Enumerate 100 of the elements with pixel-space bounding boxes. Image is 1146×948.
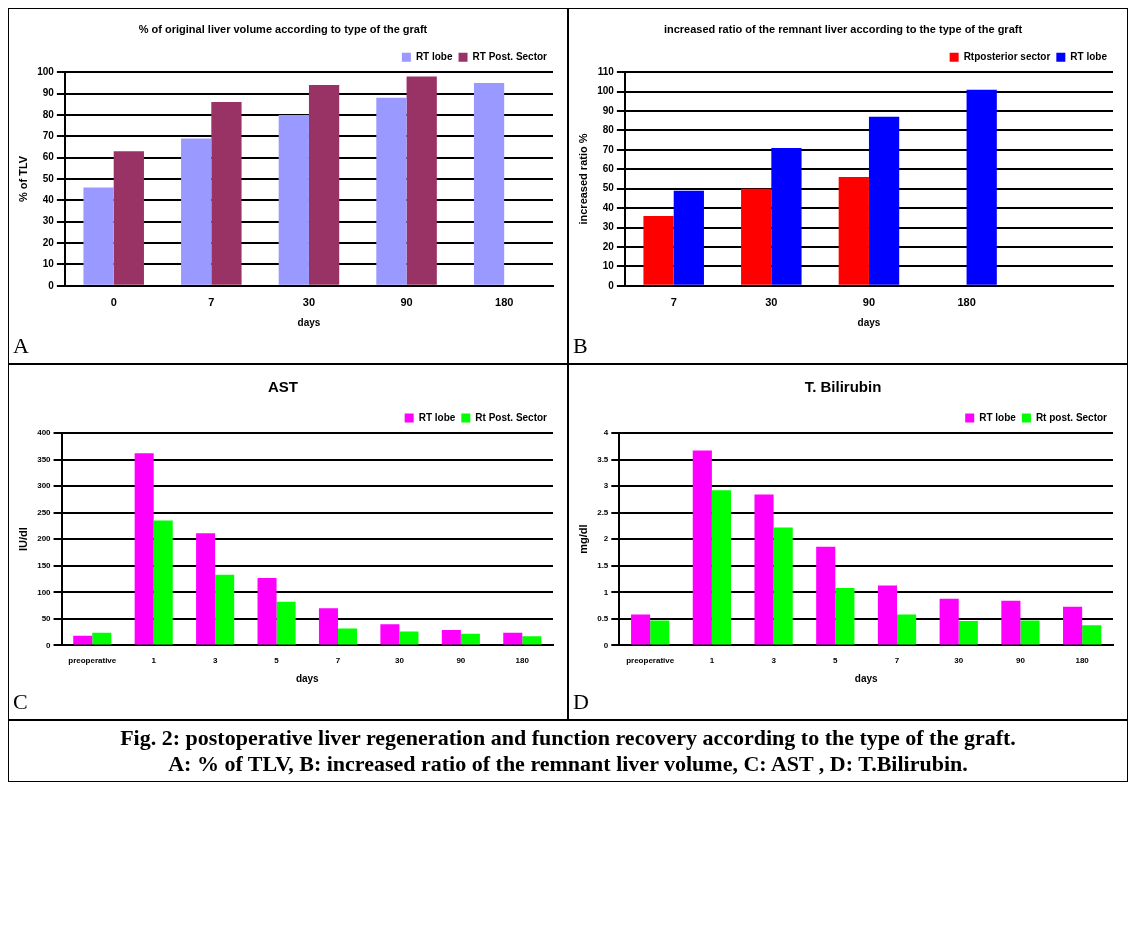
bar — [211, 102, 242, 285]
y-tick-label: 100 — [37, 65, 55, 77]
x-tick-label: 1 — [709, 656, 715, 666]
x-tick-label: 1 — [151, 656, 157, 666]
y-tick-label: 20 — [602, 240, 615, 252]
x-tick-label: 90 — [1015, 656, 1026, 666]
x-tick-label: 5 — [274, 656, 280, 666]
y-axis-title: % of TLV — [16, 155, 29, 203]
bar — [441, 630, 461, 645]
caption: Fig. 2: postoperative liver regeneration and function recovery according to the type of the graft. — [119, 725, 1017, 751]
y-tick-label: 70 — [42, 130, 55, 142]
y-tick-label: 2 — [603, 534, 609, 544]
bar — [308, 85, 340, 285]
y-tick-label: 350 — [37, 454, 52, 464]
x-tick-label: 3 — [212, 656, 218, 666]
bar — [966, 89, 997, 285]
x-tick-label: 180 — [515, 656, 530, 666]
bar — [257, 577, 277, 645]
y-tick-label: 3.5 — [597, 454, 609, 464]
bar — [337, 628, 358, 645]
bar — [134, 453, 154, 645]
legend-label: Rtposterior sector — [963, 50, 1051, 62]
y-tick-label: 30 — [602, 221, 615, 233]
y-tick-label: 50 — [602, 182, 615, 194]
bar — [278, 114, 309, 285]
text: C — [13, 689, 29, 715]
bar — [92, 632, 112, 645]
y-axis-title: mg/dl — [576, 524, 589, 554]
x-tick-label: 3 — [771, 656, 777, 666]
legend-label: RT lobe — [1070, 50, 1108, 62]
y-axis-title: increased ratio % — [576, 133, 589, 225]
y-tick-label: 100 — [37, 587, 52, 597]
y-tick-label: 0 — [603, 640, 609, 650]
x-tick-label: 0 — [110, 296, 117, 309]
bar — [406, 76, 437, 285]
y-tick-label: 110 — [597, 65, 615, 77]
bar — [376, 97, 407, 285]
x-tick-label: 90 — [456, 656, 466, 666]
x-tick-label: 7 — [208, 296, 215, 309]
bar — [673, 190, 704, 285]
y-tick-label: 100 — [597, 85, 615, 97]
legend-label: Rt Post. Sector — [475, 411, 548, 423]
bar — [754, 494, 774, 645]
legend-label: Rt post. Sector — [1035, 411, 1108, 423]
y-tick-label: 250 — [37, 507, 52, 517]
y-tick-label: 60 — [42, 151, 55, 163]
legend-label: RT lobe — [418, 411, 456, 423]
x-tick-label: 7 — [894, 656, 900, 666]
text: B — [573, 333, 589, 359]
bar — [939, 598, 959, 645]
y-tick-label: 40 — [602, 201, 615, 213]
bar — [643, 215, 674, 285]
bar — [460, 633, 480, 645]
x-tick-label: 30 — [765, 296, 778, 309]
x-tick-label: 90 — [400, 296, 413, 309]
bar — [318, 608, 338, 645]
bar — [771, 147, 802, 285]
bar — [196, 533, 216, 645]
y-tick-label: 1.5 — [597, 560, 609, 570]
bar — [1020, 620, 1040, 645]
bar — [877, 585, 898, 645]
y-tick-label: 40 — [42, 194, 55, 206]
y-tick-label: 50 — [42, 172, 55, 184]
bar — [650, 620, 670, 645]
bar — [711, 490, 732, 645]
chart-title: % of original liver volume according to type of the graft — [138, 22, 428, 35]
text: D — [573, 689, 590, 715]
y-tick-label: 0 — [48, 279, 55, 291]
y-tick-label: 80 — [42, 108, 55, 120]
y-tick-label: 20 — [42, 236, 55, 248]
x-tick-label: 7 — [335, 656, 341, 666]
bar — [215, 574, 235, 645]
y-tick-label: 10 — [602, 260, 615, 272]
x-tick-label: preoperative — [68, 656, 117, 666]
bar — [1001, 600, 1021, 645]
legend-label: RT lobe — [979, 411, 1017, 423]
y-tick-label: 150 — [37, 560, 52, 570]
bar — [897, 614, 917, 645]
bar — [1082, 625, 1102, 645]
bar — [181, 138, 212, 285]
text: A — [13, 333, 30, 359]
y-tick-label: 1 — [603, 587, 609, 597]
x-axis-title: days — [854, 672, 878, 684]
y-tick-label: 0 — [46, 640, 52, 650]
bar — [868, 116, 900, 285]
bar — [631, 614, 651, 645]
x-tick-label: 90 — [862, 296, 876, 309]
x-axis-title: days — [297, 316, 321, 328]
y-tick-label: 0 — [608, 279, 615, 291]
bar — [1063, 606, 1083, 645]
y-tick-label: 300 — [37, 481, 52, 491]
y-tick-label: 200 — [37, 534, 52, 544]
y-tick-label: 90 — [42, 87, 55, 99]
y-tick-label: 400 — [37, 428, 52, 438]
bar — [380, 624, 400, 645]
bar — [473, 82, 505, 285]
bar — [503, 632, 523, 645]
x-tick-label: 180 — [495, 296, 514, 309]
y-tick-label: 80 — [602, 124, 615, 136]
legend-label: RT lobe — [415, 50, 453, 62]
